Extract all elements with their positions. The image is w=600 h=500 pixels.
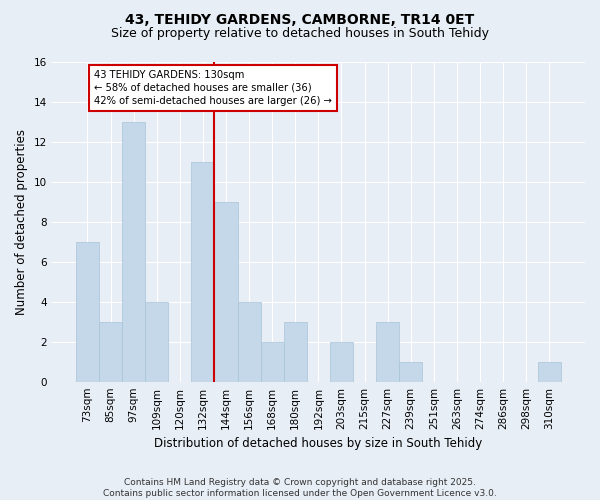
Text: Size of property relative to detached houses in South Tehidy: Size of property relative to detached ho… <box>111 28 489 40</box>
Bar <box>284 322 307 382</box>
Bar <box>376 322 399 382</box>
Bar <box>214 202 238 382</box>
Bar <box>260 342 284 382</box>
Y-axis label: Number of detached properties: Number of detached properties <box>15 128 28 314</box>
Bar <box>399 362 422 382</box>
Bar <box>330 342 353 382</box>
Bar <box>99 322 122 382</box>
Bar <box>238 302 260 382</box>
Bar <box>538 362 561 382</box>
Bar <box>145 302 168 382</box>
Text: 43 TEHIDY GARDENS: 130sqm
← 58% of detached houses are smaller (36)
42% of semi-: 43 TEHIDY GARDENS: 130sqm ← 58% of detac… <box>94 70 332 106</box>
Bar <box>122 122 145 382</box>
Text: Contains HM Land Registry data © Crown copyright and database right 2025.
Contai: Contains HM Land Registry data © Crown c… <box>103 478 497 498</box>
Text: 43, TEHIDY GARDENS, CAMBORNE, TR14 0ET: 43, TEHIDY GARDENS, CAMBORNE, TR14 0ET <box>125 12 475 26</box>
X-axis label: Distribution of detached houses by size in South Tehidy: Distribution of detached houses by size … <box>154 437 482 450</box>
Bar <box>76 242 99 382</box>
Bar <box>191 162 214 382</box>
